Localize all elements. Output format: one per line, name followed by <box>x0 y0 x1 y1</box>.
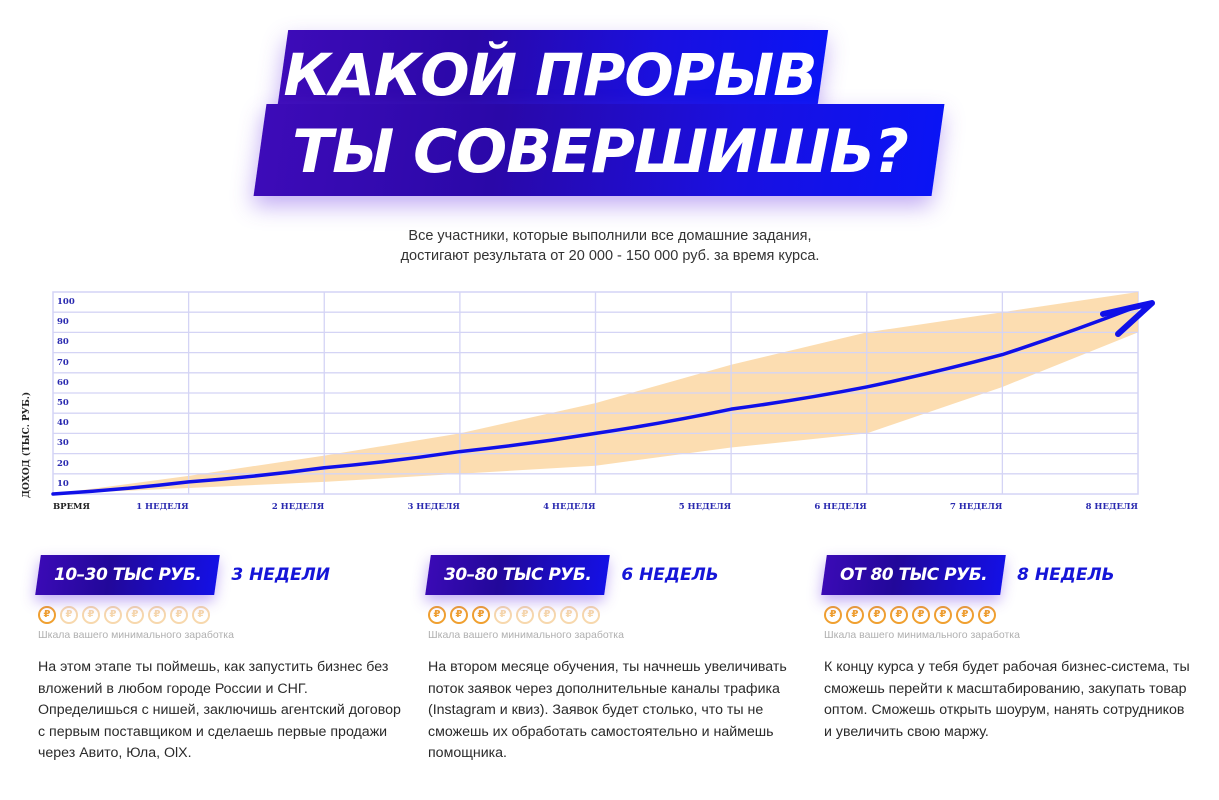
y-tick-label: 80 <box>57 337 69 348</box>
ruble-coin-icon: ₽ <box>494 606 512 624</box>
coin-scale: ₽ ₽ ₽ ₽ ₽ ₽ ₽ ₽ <box>38 606 418 624</box>
y-tick-label: 60 <box>57 377 69 388</box>
x-tick-label: 3 НЕДЕЛЯ <box>407 502 460 512</box>
x-tick-label: 6 НЕДЕЛЯ <box>814 502 867 512</box>
ruble-coin-icon: ₽ <box>104 606 122 624</box>
title-line-1: КАКОЙ ПРОРЫВ <box>283 41 818 109</box>
y-tick-label: 50 <box>57 398 69 408</box>
stage-card-3: ОТ 80 ТЫС РУБ. 8 НЕДЕЛЬ ₽ ₽ ₽ ₽ ₽ ₽ ₽ ₽ Шкала в… <box>824 552 1204 743</box>
ruble-coin-icon: ₽ <box>890 606 908 624</box>
y-tick-label: 40 <box>57 418 69 429</box>
scale-caption: Шкала вашего минимального заработка <box>38 629 234 641</box>
y-axis-title: ДОХОД (ТЫС. РУБ.) <box>22 391 32 498</box>
ruble-coin-icon: ₽ <box>82 606 100 624</box>
x-tick-label: 1 НЕДЕЛЯ <box>136 502 189 512</box>
stage-card-1: 10–30 ТЫС РУБ. 3 НЕДЕЛИ ₽ ₽ ₽ ₽ ₽ ₽ ₽ ₽ Шкала в… <box>38 552 418 765</box>
income-badge: 30–80 ТЫС РУБ. <box>428 555 607 595</box>
subtitle-line-2: достигают результата от 20 000 - 150 000… <box>400 248 820 264</box>
y-tick-label: 100 <box>57 297 75 307</box>
ruble-coin-icon: ₽ <box>912 606 930 624</box>
ruble-coin-icon: ₽ <box>560 606 578 624</box>
income-badge: 10–30 ТЫС РУБ. <box>38 555 217 595</box>
ruble-coin-icon: ₽ <box>516 606 534 624</box>
x-tick-label: ВРЕМЯ <box>53 502 90 512</box>
ruble-coin-icon: ₽ <box>956 606 974 624</box>
ruble-coin-icon: ₽ <box>934 606 952 624</box>
x-tick-label: 4 НЕДЕЛЯ <box>543 502 596 512</box>
stage-description: На этом этапе ты поймешь, как запустить … <box>38 659 401 761</box>
income-badge-text: ОТ 80 ТЫС РУБ. <box>840 565 988 585</box>
ruble-coin-icon: ₽ <box>868 606 886 624</box>
ruble-coin-icon: ₽ <box>450 606 468 624</box>
scale-caption: Шкала вашего минимального заработка <box>428 629 624 641</box>
ruble-coin-icon: ₽ <box>824 606 842 624</box>
stage-description: На втором месяце обучения, ты начнешь ув… <box>428 659 787 761</box>
duration-label: 6 НЕДЕЛЬ <box>621 565 719 585</box>
stage-description: К концу курса у тебя будет рабочая бизне… <box>824 659 1190 740</box>
scale-caption: Шкала вашего минимального заработка <box>824 629 1020 641</box>
ruble-coin-icon: ₽ <box>978 606 996 624</box>
subtitle: Все участники, которые выполнили все дом… <box>300 226 920 266</box>
coin-scale: ₽ ₽ ₽ ₽ ₽ ₽ ₽ ₽ <box>824 606 1204 624</box>
ruble-coin-icon: ₽ <box>538 606 556 624</box>
x-tick-label: 5 НЕДЕЛЯ <box>678 502 732 512</box>
subtitle-line-1: Все участники, которые выполнили все дом… <box>408 228 812 244</box>
ruble-coin-icon: ₽ <box>148 606 166 624</box>
hero-title: КАКОЙ ПРОРЫВ ТЫ СОВЕРШИШЬ? <box>240 22 960 212</box>
ruble-coin-icon: ₽ <box>170 606 188 624</box>
ruble-coin-icon: ₽ <box>428 606 446 624</box>
ruble-coin-icon: ₽ <box>846 606 864 624</box>
y-tick-label: 10 <box>57 478 69 489</box>
y-tick-label: 90 <box>57 317 69 328</box>
y-tick-label: 70 <box>57 357 69 368</box>
stage-card-2: 30–80 ТЫС РУБ. 6 НЕДЕЛЬ ₽ ₽ ₽ ₽ ₽ ₽ ₽ ₽ Шкала в… <box>428 552 808 765</box>
y-tick-label: 20 <box>57 458 69 469</box>
duration-label: 8 НЕДЕЛЬ <box>1017 565 1115 585</box>
x-tick-label: 8 НЕДЕЛЯ <box>1085 502 1138 512</box>
ruble-coin-icon: ₽ <box>582 606 600 624</box>
y-tick-label: 30 <box>57 438 69 449</box>
income-badge: ОТ 80 ТЫС РУБ. <box>824 555 1003 595</box>
ruble-coin-icon: ₽ <box>38 606 56 624</box>
title-line-2: ТЫ СОВЕРШИШЬ? <box>292 117 909 187</box>
ruble-coin-icon: ₽ <box>126 606 144 624</box>
x-tick-label: 7 НЕДЕЛЯ <box>949 502 1003 512</box>
x-tick-label: 2 НЕДЕЛЯ <box>271 502 325 512</box>
income-badge-text: 30–80 ТЫС РУБ. <box>444 565 592 585</box>
ruble-coin-icon: ₽ <box>472 606 490 624</box>
ruble-coin-icon: ₽ <box>60 606 78 624</box>
duration-label: 3 НЕДЕЛИ <box>231 565 331 585</box>
coin-scale: ₽ ₽ ₽ ₽ ₽ ₽ ₽ ₽ <box>428 606 808 624</box>
income-badge-text: 10–30 ТЫС РУБ. <box>54 565 202 585</box>
ruble-coin-icon: ₽ <box>192 606 210 624</box>
